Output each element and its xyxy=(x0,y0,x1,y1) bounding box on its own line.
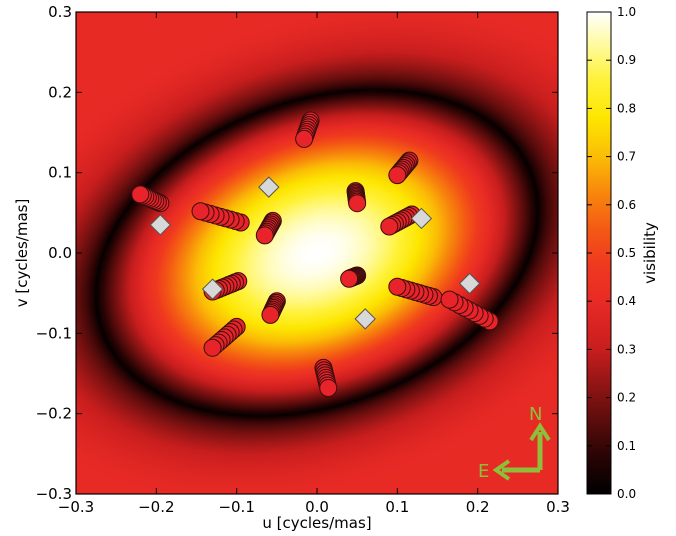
uv-point xyxy=(131,185,150,204)
compass-east-label: E xyxy=(478,461,489,482)
uv-track xyxy=(255,211,282,245)
colorbar-label: visibility xyxy=(641,222,659,284)
colorbar-tick-label: 0.3 xyxy=(617,342,636,356)
uv-track xyxy=(388,277,443,307)
y-tick-label: 0.3 xyxy=(48,3,72,21)
visibility-heatmap xyxy=(76,12,558,494)
colorbar-tick-label: 0.4 xyxy=(617,294,636,308)
uv-point xyxy=(348,194,367,213)
x-tick-label: 0.0 xyxy=(305,498,329,516)
uv-point xyxy=(255,226,274,245)
y-tick-label: 0.2 xyxy=(48,83,72,101)
uv-point xyxy=(295,129,314,148)
uv-track xyxy=(261,292,286,324)
uv-point xyxy=(440,290,459,309)
y-tick-label: −0.3 xyxy=(36,485,72,503)
uv-track xyxy=(388,151,419,185)
colorbar-tick-label: 0.7 xyxy=(617,150,636,164)
x-tick-label: 0.2 xyxy=(466,498,490,516)
uv-point xyxy=(261,305,280,324)
colorbar-tick-label: 0.1 xyxy=(617,439,636,453)
uv-point xyxy=(388,166,407,185)
diamond-point xyxy=(149,214,172,236)
uv-track xyxy=(340,266,367,288)
uv-track xyxy=(295,111,320,148)
diamond-point xyxy=(354,308,376,330)
x-tick-label: 0.3 xyxy=(546,498,570,516)
plot-area xyxy=(76,12,558,494)
uv-track xyxy=(131,185,170,213)
diamond-point xyxy=(410,207,433,230)
uv-track xyxy=(191,202,250,232)
uv-point xyxy=(319,378,338,397)
colorbar-tick-label: 0.6 xyxy=(617,198,636,212)
colorbar-tick-label: 0.5 xyxy=(617,246,636,260)
colorbar-tick-label: 0.9 xyxy=(617,53,636,67)
colorbar-tick-label: 1.0 xyxy=(617,5,636,19)
diamond-point xyxy=(258,176,280,198)
colorbar-ticks: 0.0 0.1 0.2 0.3 0.4 0.5 0.6 0.7 0.8 0.9 1.0 xyxy=(587,5,636,501)
uv-point xyxy=(191,202,210,221)
y-tick-label: 0.0 xyxy=(48,244,72,262)
uv-track xyxy=(346,182,367,213)
uv-point xyxy=(388,277,407,296)
compass: N E xyxy=(478,404,551,482)
y-axis-label: v [cycles/mas] xyxy=(13,199,31,308)
uv-point xyxy=(380,217,399,236)
y-axis: −0.3 −0.2 −0.1 0.0 0.1 0.2 0.3 xyxy=(36,3,558,503)
x-tick-label: −0.2 xyxy=(138,498,174,516)
y-tick-label: −0.2 xyxy=(36,405,72,423)
compass-north-label: N xyxy=(529,404,542,425)
compass-east-arrowhead xyxy=(492,459,511,481)
uv-track xyxy=(203,317,246,357)
uv-track xyxy=(314,358,338,397)
uv-track xyxy=(440,290,499,331)
y-tick-label: −0.1 xyxy=(36,324,72,342)
x-tick-label: −0.1 xyxy=(218,498,254,516)
colorbar-tick-label: 0.0 xyxy=(617,487,636,501)
compass-north-arrowhead xyxy=(529,422,551,442)
x-axis: −0.3 −0.2 −0.1 0.0 0.1 0.2 0.3 xyxy=(58,12,570,516)
diamond-point xyxy=(458,272,481,295)
uv-point xyxy=(340,269,359,288)
colorbar-tick-label: 0.2 xyxy=(617,391,636,405)
colorbar: 0.0 0.1 0.2 0.3 0.4 0.5 0.6 0.7 0.8 0.9 1.0 visibi… xyxy=(586,5,659,501)
colorbar-tick-label: 0.8 xyxy=(617,101,636,115)
uv-point xyxy=(203,338,222,357)
x-axis-label: u [cycles/mas] xyxy=(262,514,371,532)
x-tick-label: −0.3 xyxy=(58,498,94,516)
diamond-points-layer xyxy=(149,176,481,330)
uv-track xyxy=(380,205,421,236)
x-tick-label: 0.1 xyxy=(385,498,409,516)
y-tick-label: 0.1 xyxy=(48,164,72,182)
diamond-point xyxy=(201,278,224,300)
uv-tracks-layer xyxy=(131,111,499,397)
